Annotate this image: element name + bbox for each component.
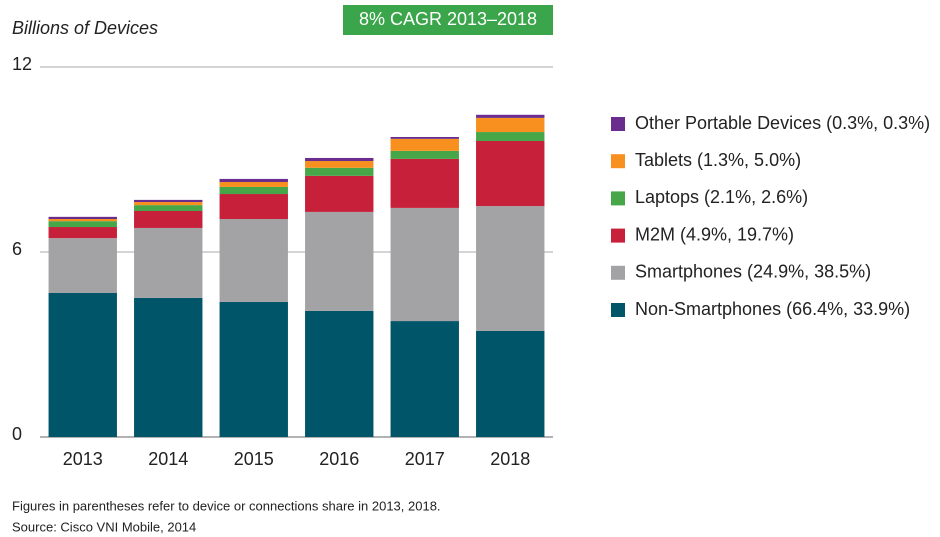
- bar-segment: [305, 310, 374, 437]
- x-tick-label: 2017: [405, 449, 445, 469]
- bar-segment: [48, 219, 117, 222]
- y-axis-label: Billions of Devices: [12, 18, 158, 38]
- bar-segment: [305, 211, 374, 311]
- legend-label: Smartphones (24.9%, 38.5%): [635, 262, 871, 282]
- bar-segment: [476, 330, 545, 437]
- x-tick-label: 2015: [234, 449, 274, 469]
- bar-segment: [305, 175, 374, 212]
- source: Source: Cisco VNI Mobile, 2014: [12, 519, 196, 534]
- legend-label: Other Portable Devices (0.3%, 0.3%): [635, 113, 930, 133]
- bar-segment: [476, 114, 545, 118]
- bar-segment: [134, 210, 203, 228]
- annotation-box: [343, 5, 553, 35]
- x-tick-label: 2014: [148, 449, 188, 469]
- legend-swatch: [611, 191, 625, 206]
- bar-segment: [476, 141, 545, 207]
- bar-segment: [305, 161, 374, 168]
- legend-label: Tablets (1.3%, 5.0%): [635, 150, 801, 170]
- y-tick-label: 12: [12, 54, 32, 74]
- bar-segment: [305, 167, 374, 176]
- x-tick-label: 2018: [490, 449, 530, 469]
- legend-label: Laptops (2.1%, 2.6%): [635, 187, 808, 207]
- bar-segment: [390, 207, 459, 322]
- bar-segment: [134, 199, 203, 203]
- bar-segment: [48, 238, 117, 294]
- bar-segment: [390, 321, 459, 437]
- bar-segment: [219, 301, 288, 437]
- annotation: 8% CAGR 2013–2018: [359, 9, 537, 29]
- legend-label: M2M (4.9%, 19.7%): [635, 224, 794, 244]
- bar-segment: [134, 205, 203, 211]
- bar-segment: [476, 117, 545, 133]
- bar-segment: [48, 293, 117, 437]
- bar-segment: [134, 227, 203, 298]
- y-tick-label: 6: [12, 239, 22, 259]
- x-tick-label: 2013: [63, 449, 103, 469]
- bar-segment: [219, 182, 288, 187]
- bar-segment: [219, 186, 288, 195]
- bar-segment: [48, 216, 117, 220]
- y-tick-label: 0: [12, 424, 22, 444]
- legend-label: Non-Smartphones (66.4%, 33.9%): [635, 299, 910, 319]
- bar-segment: [476, 132, 545, 141]
- bar-segment: [134, 202, 203, 206]
- footnote: Figures in parentheses refer to device o…: [12, 498, 441, 513]
- legend-swatch: [611, 154, 625, 169]
- bar-segment: [390, 136, 459, 139]
- bar-segment: [305, 157, 374, 162]
- bar-segment: [134, 297, 203, 437]
- bar-segment: [390, 158, 459, 208]
- legend-swatch: [611, 228, 625, 243]
- legend-swatch: [611, 303, 625, 317]
- legend-swatch: [611, 265, 625, 280]
- bar-segment: [219, 194, 288, 220]
- legend-swatch: [611, 117, 625, 131]
- bar-segment: [48, 221, 117, 228]
- bar-segment: [390, 138, 459, 151]
- x-tick-label: 2016: [319, 449, 359, 469]
- bar-segment: [219, 178, 288, 183]
- bar-segment: [476, 206, 545, 331]
- bar-segment: [219, 219, 288, 302]
- bar-segment: [48, 227, 117, 239]
- bar-segment: [390, 150, 459, 159]
